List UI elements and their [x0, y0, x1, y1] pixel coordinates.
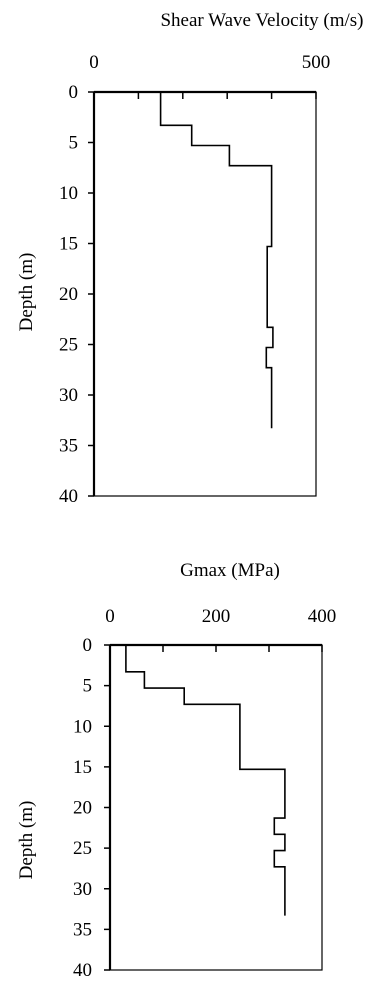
x-tick-label: 200	[202, 606, 231, 627]
y-tick-label: 25	[59, 335, 78, 356]
y-tick-label: 0	[83, 635, 93, 656]
chart-shear-wave-velocity: Shear Wave Velocity (m/s) Depth (m) 0 5 10…	[16, 10, 364, 507]
y-tick-label: 35	[73, 919, 92, 940]
x-tick-label: 400	[308, 606, 337, 627]
y-tick-label: 10	[73, 716, 92, 737]
y-tick-label: 40	[73, 960, 92, 981]
plot-frame	[93, 91, 317, 497]
y-tick-label: 30	[59, 385, 78, 406]
y-tick-label: 15	[73, 757, 92, 778]
y-tick-label: 30	[73, 879, 92, 900]
series-line	[159, 92, 274, 429]
x-tick-label: 0	[105, 606, 115, 627]
x-tick-label: 500	[302, 52, 331, 73]
y-axis-label: Depth (m)	[16, 253, 37, 332]
y-tick-label: 10	[59, 183, 78, 204]
y-tick-label: 25	[73, 838, 92, 859]
y-tick-label: 5	[69, 133, 79, 154]
y-tick-label: 35	[59, 436, 78, 457]
plot-frame	[109, 644, 323, 971]
y-axis-label: Depth (m)	[16, 801, 37, 880]
chart-title: Shear Wave Velocity (m/s)	[160, 10, 363, 31]
y-tick-label: 0	[69, 82, 79, 103]
y-tick-label: 15	[59, 234, 78, 255]
series-line	[125, 645, 286, 916]
y-tick-label: 20	[73, 798, 92, 819]
y-tick-label: 40	[59, 486, 78, 507]
y-tick-label: 20	[59, 284, 78, 305]
x-tick-label: 0	[89, 52, 99, 73]
y-tick-label: 5	[83, 676, 93, 697]
chart-title: Gmax (MPa)	[180, 560, 280, 581]
